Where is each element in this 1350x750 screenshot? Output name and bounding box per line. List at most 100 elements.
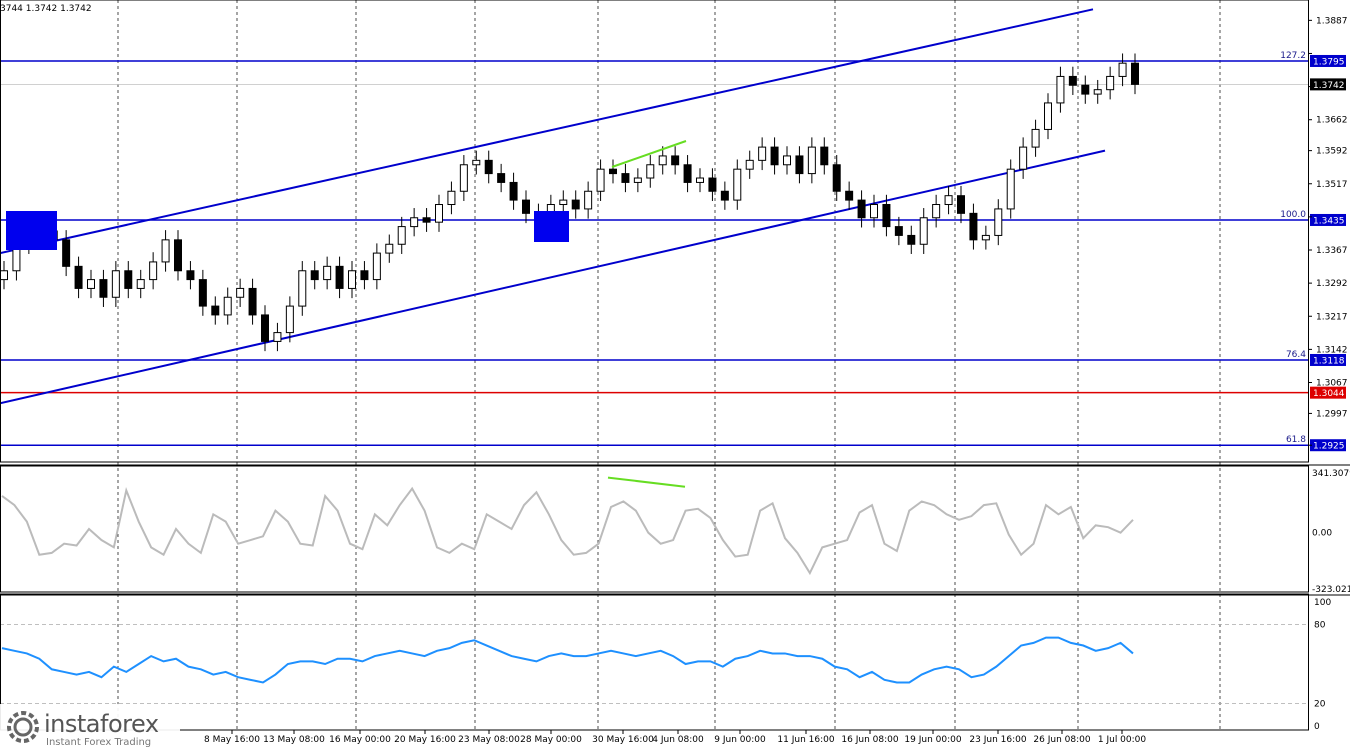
rsi-tick-label: 0 [1314, 722, 1320, 732]
candle-body [497, 173, 506, 183]
candle-body [99, 279, 108, 298]
time-tick-label: 4 Jun 08:00 [652, 735, 704, 745]
fib-ratio-label: 100.0 [1280, 210, 1306, 220]
chart-marks [6, 140, 687, 250]
panel-frame [0, 0, 1309, 463]
level-price-label: 1.2925 [1313, 442, 1345, 452]
rsi-line [1, 636, 1134, 684]
watermark-brand-name: instaforex [44, 710, 159, 738]
candle-body [559, 199, 568, 206]
highlight-box-mid [534, 211, 569, 242]
level-price-label: 1.3044 [1313, 389, 1345, 399]
candle-body [1106, 75, 1115, 91]
price-tick-label: 1.3887 [1316, 16, 1348, 26]
candle-body [994, 208, 1003, 236]
candle-body [1118, 62, 1127, 77]
price-tick-label: 1.3517 [1316, 180, 1348, 190]
time-tick-label: 9 Jun 00:00 [714, 735, 766, 745]
candle-body [335, 265, 344, 289]
candle-body [1044, 102, 1052, 130]
price-channel [0, 8, 1106, 405]
price-tick-label: 1.2997 [1316, 409, 1348, 419]
time-tick-label: 28 May 00:00 [520, 735, 582, 745]
panel-frame [0, 593, 1309, 731]
candle-body [410, 217, 419, 228]
price-tick-label: 1.3662 [1316, 116, 1348, 126]
rsi-indicator-panel [0, 624, 1308, 704]
candle-body [1131, 62, 1139, 85]
channel-lower-line [0, 149, 1106, 405]
candle-body [348, 270, 356, 289]
candle-body [783, 155, 791, 166]
rsi-tick-label: 100 [1314, 598, 1331, 608]
level-label-box [1310, 386, 1346, 399]
price-tick-label: 1.3067 [1316, 379, 1348, 389]
candle-body [770, 146, 779, 166]
candle-body [261, 314, 269, 342]
candle-body [472, 159, 481, 166]
candle-body [435, 204, 443, 223]
level-label-box [1310, 439, 1346, 452]
watermark: instaforex Instant Forex Trading [0, 704, 180, 750]
candle-body [124, 270, 133, 289]
price-tick-label: 1.3367 [1316, 246, 1348, 256]
candle-body [596, 168, 605, 192]
candle-body [919, 217, 928, 245]
time-tick-label: 23 May 08:00 [458, 735, 520, 745]
candle-body [1006, 168, 1015, 210]
candle-body [87, 279, 95, 289]
time-tick-label: 19 Jun 00:00 [904, 735, 961, 745]
candle-body [0, 270, 8, 281]
candle-body [360, 270, 369, 281]
candle-body [733, 168, 742, 201]
time-tick-label: 16 Jun 08:00 [841, 735, 898, 745]
candle-body [447, 190, 456, 206]
candle-body [522, 199, 530, 214]
candle-body [161, 239, 170, 263]
candle-body [459, 164, 468, 192]
candle-body [708, 177, 717, 192]
level-price-label: 1.3435 [1313, 216, 1345, 226]
candle-body [310, 270, 319, 281]
candle-body [720, 190, 729, 201]
candle-body [211, 305, 220, 316]
current-price-label: 1.3742 [1313, 81, 1345, 91]
time-tick-label: 1 Jul 00:00 [1098, 735, 1147, 745]
rsi-tick-label: 20 [1314, 700, 1326, 710]
time-tick-label: 11 Jun 16:00 [777, 735, 834, 745]
time-tick-label: 30 May 16:00 [592, 735, 654, 745]
candle-body [621, 173, 630, 183]
candle-body [683, 164, 692, 183]
candle-body [74, 265, 83, 289]
fib-ratio-label: 61.8 [1286, 435, 1306, 445]
candle-body [658, 155, 667, 166]
candle-body [944, 195, 953, 206]
panel-frames [0, 0, 1350, 731]
candle-body [385, 243, 394, 254]
candle-body [62, 239, 71, 267]
candle-body [273, 332, 282, 342]
level-price-label: 1.3118 [1313, 356, 1345, 366]
highlight-box-left [6, 211, 57, 250]
candle-body [1081, 84, 1090, 95]
candle-body [807, 146, 816, 175]
candle-body [957, 195, 965, 214]
vertical-grid [117, 0, 1221, 730]
candle-body [136, 279, 145, 289]
candle-body [1031, 128, 1040, 148]
candle-body [907, 234, 916, 245]
candle-body [584, 190, 593, 210]
candle-body [795, 155, 804, 175]
candle-body [932, 204, 941, 219]
candle-body [509, 181, 518, 201]
candle-body [870, 204, 878, 219]
watermark-tagline: Instant Forex Trading [46, 737, 152, 748]
time-axis: 8 May 16:00 13 May 08:00 16 May 00:00 20 Ma… [0, 729, 1308, 745]
time-tick-label: 23 Jun 16:00 [969, 735, 1026, 745]
candle-body [609, 168, 617, 175]
fib-ratio-label: 127.2 [1280, 51, 1306, 61]
candle-body [397, 226, 406, 245]
time-tick-label: 26 Jun 08:00 [1033, 735, 1090, 745]
